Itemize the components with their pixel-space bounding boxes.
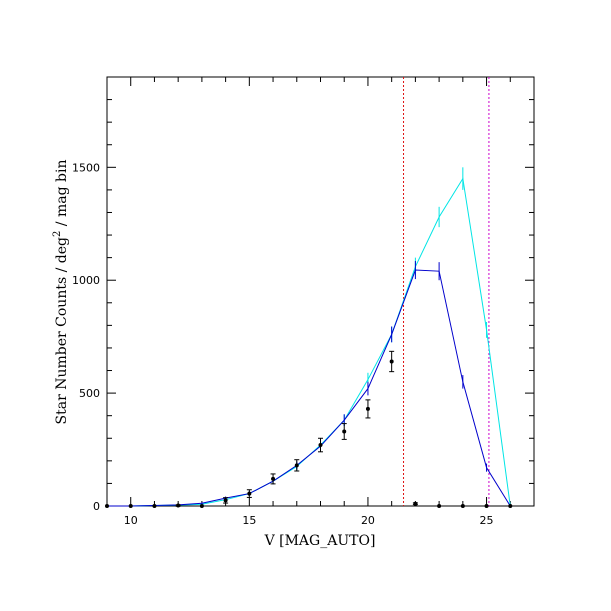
data-point [271, 476, 276, 481]
y-tick-label: 500 [79, 387, 100, 400]
data-point [342, 429, 347, 434]
x-tick-label: 15 [242, 514, 256, 527]
data-point [152, 504, 157, 508]
x-tick-label: 10 [124, 514, 138, 527]
data-point [247, 491, 252, 496]
data-point [128, 504, 133, 508]
x-tick-label: 25 [480, 514, 494, 527]
data-point [365, 406, 370, 411]
y-tick-label: 0 [93, 500, 100, 513]
series-line [107, 177, 511, 507]
data-point [437, 504, 442, 508]
data-point [484, 504, 489, 508]
y-tick-label: 1500 [72, 161, 100, 174]
data-point [223, 498, 228, 503]
data-points [105, 350, 513, 508]
data-point [176, 503, 181, 508]
data-point [460, 504, 465, 508]
y-tick-label: 1000 [72, 274, 100, 287]
x-tick-label: 20 [361, 514, 375, 527]
data-point [105, 504, 109, 508]
data-point [318, 443, 323, 448]
x-axis-title: V [MAG_AUTO] [264, 533, 376, 549]
y-axis-title: Star Number Counts / deg2 / mag bin [52, 160, 70, 425]
axis-ticks [107, 76, 534, 507]
data-point [508, 504, 513, 508]
limit-lines [403, 77, 490, 506]
data-point [389, 359, 394, 364]
series-group [107, 167, 511, 507]
data-point [199, 504, 204, 508]
data-point [413, 501, 418, 506]
tick-labels: 10 15 20 25 0 500 1000 1500 [72, 161, 494, 527]
series-line [107, 269, 511, 507]
data-point [294, 463, 299, 468]
